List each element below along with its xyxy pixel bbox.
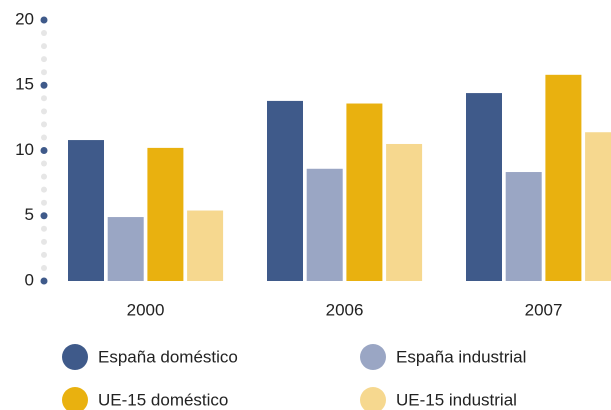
axis-dot: [41, 238, 47, 245]
axis-dot: [41, 69, 47, 76]
bar: [386, 143, 423, 281]
y-tick-mark: [40, 147, 48, 154]
bar: [306, 168, 343, 281]
legend-swatch: [62, 387, 88, 410]
axis-dot: [41, 225, 47, 232]
legend-label: España doméstico: [98, 347, 238, 366]
axis-dot: [41, 43, 47, 50]
legend-swatch: [360, 344, 386, 370]
bar: [187, 210, 224, 281]
plot: 0 5 10 15 20 2000 2006 2007 España doméstico Espa…: [15, 9, 611, 410]
legend-swatch: [360, 387, 386, 410]
axis-dot: [41, 251, 47, 258]
axis-dot: [41, 56, 47, 63]
axis-dot: [41, 186, 47, 193]
y-tick-mark: [40, 212, 48, 220]
x-tick-label: 2007: [525, 300, 563, 319]
axis-dot: [41, 199, 47, 206]
bar: [147, 147, 184, 281]
axis-dot: [41, 264, 47, 271]
y-tick-label: 15: [15, 75, 34, 94]
legend-label: España industrial: [396, 347, 526, 366]
bar: [267, 100, 303, 281]
axis-dot: [41, 134, 47, 141]
y-tick-label: 10: [15, 140, 34, 159]
y-tick-mark: [40, 16, 48, 24]
bar: [585, 132, 611, 281]
bar: [505, 172, 542, 281]
x-tick-label: 2000: [127, 300, 165, 319]
legend-label: UE-15 doméstico: [98, 390, 228, 409]
bar: [107, 217, 144, 281]
y-tick-label: 5: [25, 205, 34, 224]
axis-dot: [41, 173, 47, 180]
bar: [68, 140, 104, 281]
axis-dot: [41, 160, 47, 167]
axis-dot: [41, 30, 47, 37]
axis-dot: [41, 108, 47, 115]
bar: [545, 74, 582, 281]
y-tick-label: 0: [25, 270, 34, 289]
bar: [466, 93, 502, 281]
y-tick-mark: [40, 277, 48, 285]
axis-dot: [41, 121, 47, 128]
bar: [346, 103, 383, 282]
y-tick-mark: [40, 81, 48, 89]
x-tick-label: 2006: [326, 300, 364, 319]
legend-swatch: [62, 344, 88, 370]
legend-label: UE-15 industrial: [396, 390, 517, 409]
axis-dot: [41, 95, 47, 102]
y-tick-label: 20: [15, 9, 34, 28]
